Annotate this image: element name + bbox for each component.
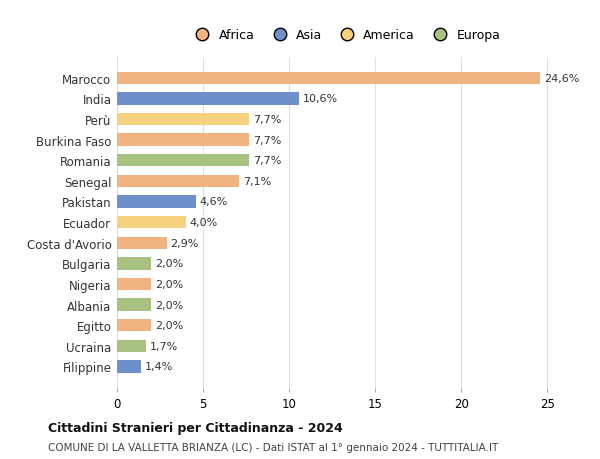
Text: 1,4%: 1,4% <box>145 362 173 372</box>
Text: 7,7%: 7,7% <box>253 115 281 125</box>
Bar <box>117 299 151 311</box>
Bar <box>117 217 186 229</box>
Bar <box>117 360 141 373</box>
Text: 7,7%: 7,7% <box>253 135 281 146</box>
Bar <box>117 278 151 291</box>
Text: 24,6%: 24,6% <box>544 73 579 84</box>
Text: 7,1%: 7,1% <box>242 176 271 186</box>
Bar <box>117 237 167 249</box>
Text: Cittadini Stranieri per Cittadinanza - 2024: Cittadini Stranieri per Cittadinanza - 2… <box>48 421 343 434</box>
Bar <box>117 196 196 208</box>
Bar <box>117 175 239 188</box>
Bar <box>117 134 250 146</box>
Text: 2,9%: 2,9% <box>170 238 199 248</box>
Text: 4,6%: 4,6% <box>200 197 228 207</box>
Text: 7,7%: 7,7% <box>253 156 281 166</box>
Text: 2,0%: 2,0% <box>155 300 183 310</box>
Text: 10,6%: 10,6% <box>303 94 338 104</box>
Bar <box>117 340 146 352</box>
Bar <box>117 113 250 126</box>
Text: 1,7%: 1,7% <box>149 341 178 351</box>
Bar <box>117 93 299 105</box>
Text: 2,0%: 2,0% <box>155 259 183 269</box>
Text: 2,0%: 2,0% <box>155 320 183 330</box>
Bar <box>117 319 151 332</box>
Text: 4,0%: 4,0% <box>189 218 218 228</box>
Text: COMUNE DI LA VALLETTA BRIANZA (LC) - Dati ISTAT al 1° gennaio 2024 - TUTTITALIA.: COMUNE DI LA VALLETTA BRIANZA (LC) - Dat… <box>48 442 498 452</box>
Bar <box>117 257 151 270</box>
Text: 2,0%: 2,0% <box>155 280 183 289</box>
Bar <box>117 73 541 85</box>
Bar <box>117 155 250 167</box>
Legend: Africa, Asia, America, Europa: Africa, Asia, America, Europa <box>185 24 505 47</box>
